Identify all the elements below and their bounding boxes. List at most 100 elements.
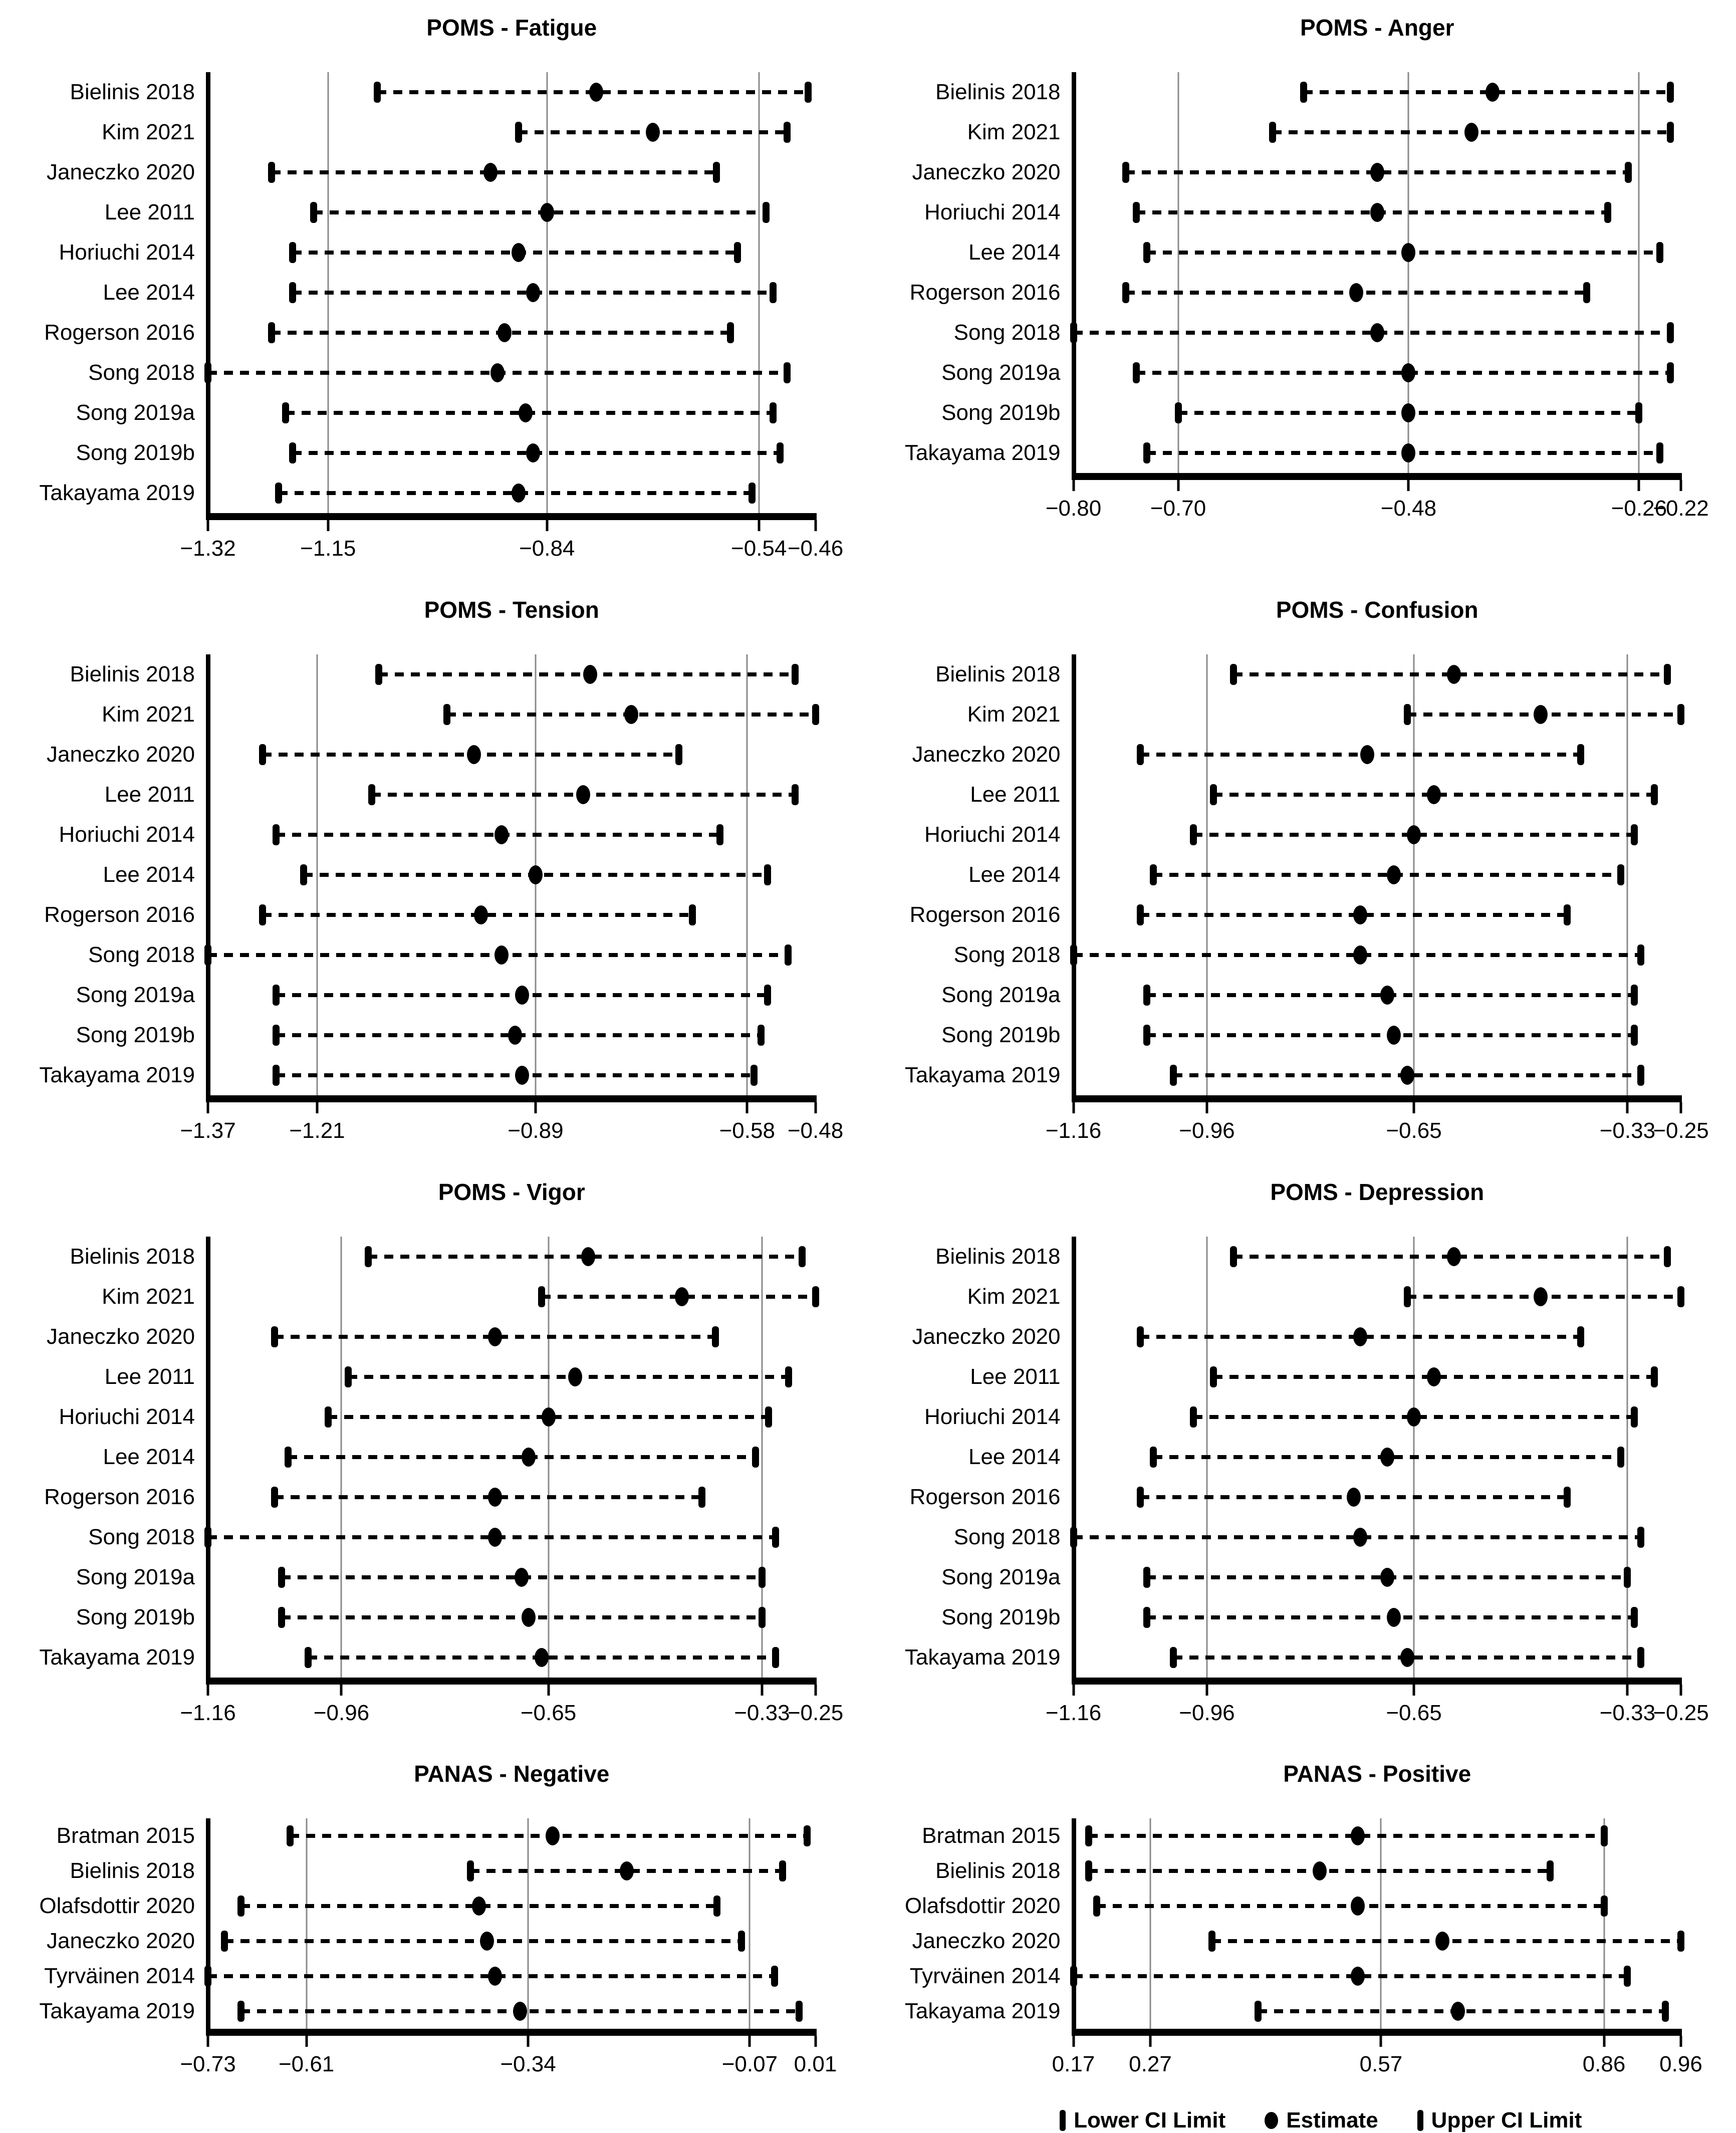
upper-ci-cap <box>785 944 792 966</box>
estimate-dot <box>1353 1528 1367 1547</box>
lower-ci-cap <box>1070 1966 1077 1987</box>
estimate-dot <box>1387 1608 1401 1627</box>
upper-ci-cap <box>1631 1025 1638 1046</box>
estimate-dot <box>1370 203 1384 222</box>
estimate-dot <box>480 1932 494 1951</box>
x-axis-tick <box>316 1102 318 1113</box>
x-tick-label: −0.33 <box>1600 1118 1655 1143</box>
lower-ci-cap <box>273 985 280 1006</box>
estimate-dot <box>568 1367 582 1386</box>
lower-ci-cap <box>1070 322 1077 343</box>
upper-ci-cap <box>1667 122 1674 143</box>
x-axis-tick <box>1177 480 1179 491</box>
upper-ci-cap <box>805 82 812 103</box>
estimate-dot <box>1380 986 1394 1005</box>
forest-panel: POMS - Depression−1.16−0.96−0.65−0.33−0.… <box>886 1167 1716 1750</box>
study-label: Bielinis 2018 <box>70 80 195 105</box>
legend-item-upper-ci-tick: Upper CI Limit <box>1417 2108 1582 2133</box>
study-label: Bielinis 2018 <box>935 80 1061 105</box>
x-axis-tick <box>749 2036 751 2047</box>
upper-ci-cap <box>1677 704 1684 725</box>
upper-ci-cap <box>1601 1895 1608 1917</box>
estimate-dot <box>515 986 529 1005</box>
estimate-dot <box>1353 1327 1367 1346</box>
estimate-dot <box>646 123 660 142</box>
study-label: Kim 2021 <box>967 702 1061 727</box>
x-tick-label: −0.96 <box>1179 1118 1234 1143</box>
lower-ci-cap <box>515 122 522 143</box>
study-label: Song 2019a <box>76 1565 195 1590</box>
y-axis-line <box>1072 72 1076 480</box>
upper-ci-cap <box>1635 402 1642 423</box>
upper-ci-cap <box>777 442 784 463</box>
estimate-dot <box>522 1608 536 1627</box>
x-axis-line <box>1072 1678 1682 1685</box>
study-label: Horiuchi 2014 <box>924 200 1061 225</box>
x-axis-tick <box>1626 1685 1629 1696</box>
estimate-dot <box>1451 2002 1465 2021</box>
gridline <box>528 1818 529 2029</box>
x-tick-label: −1.37 <box>180 1118 235 1143</box>
upper-ci-cap <box>1677 1931 1684 1952</box>
x-tick-label: −0.61 <box>279 2052 334 2077</box>
x-axis-tick <box>1680 1685 1682 1696</box>
study-label: Song 2019b <box>76 1605 195 1630</box>
upper-ci-cap <box>1617 864 1624 885</box>
estimate-dot <box>515 1066 529 1085</box>
study-label: Janeczko 2020 <box>47 742 195 767</box>
x-tick-label: 0.57 <box>1360 2052 1403 2077</box>
panel-title: POMS - Depression <box>1074 1178 1681 1206</box>
upper-ci-cap <box>796 2001 803 2022</box>
x-tick-label: −1.16 <box>1046 1118 1101 1143</box>
study-label: Song 2019b <box>941 1023 1060 1048</box>
upper-ci-cap <box>770 282 777 303</box>
estimate-dot <box>1401 443 1415 462</box>
upper-ci-cap <box>1667 322 1674 343</box>
study-label: Bielinis 2018 <box>70 662 195 687</box>
estimate-dot <box>488 1327 502 1346</box>
y-axis-line <box>206 1237 210 1685</box>
x-axis-line <box>1072 473 1682 480</box>
lower-ci-cap <box>1190 824 1197 845</box>
study-label: Rogerson 2016 <box>44 320 195 345</box>
legend-item-lower-ci-tick: Lower CI Limit <box>1060 2108 1225 2133</box>
study-label: Tyrväinen 2014 <box>44 1964 195 1989</box>
study-label: Takayama 2019 <box>905 1645 1061 1670</box>
study-label: Takayama 2019 <box>39 1999 195 2024</box>
upper-ci-cap <box>1662 2001 1669 2022</box>
study-label: Janeczko 2020 <box>47 1324 195 1349</box>
x-tick-label: −1.32 <box>180 536 235 561</box>
x-axis-line <box>206 1678 817 1685</box>
gridline <box>749 1818 751 2029</box>
lower-ci-cap <box>1085 1825 1092 1846</box>
study-label: Rogerson 2016 <box>44 902 195 927</box>
study-label: Bielinis 2018 <box>935 1244 1061 1269</box>
estimate-dot <box>1485 83 1500 102</box>
upper-ci-cap <box>771 1966 778 1987</box>
upper-ci-cap <box>1637 1527 1644 1548</box>
gridline <box>1603 1818 1605 2029</box>
upper-ci-cap <box>763 202 770 223</box>
lower-ci-cap <box>538 1286 545 1307</box>
upper-ci-cap <box>712 1326 719 1347</box>
lower-ci-cap <box>1137 1326 1144 1347</box>
upper-ci-cap <box>1577 744 1584 765</box>
estimate-dot-icon <box>1265 2112 1278 2129</box>
estimate-dot <box>1349 283 1363 302</box>
lower-ci-cap <box>325 1406 332 1428</box>
estimate-dot <box>581 1247 595 1266</box>
legend-item-estimate-dot: Estimate <box>1265 2108 1378 2133</box>
study-label: Song 2019a <box>941 983 1060 1008</box>
x-axis-tick <box>327 520 329 531</box>
lower-ci-cap <box>237 2001 244 2022</box>
gridline <box>1627 654 1628 1095</box>
upper-ci-cap <box>812 1286 819 1307</box>
estimate-dot <box>583 665 597 684</box>
upper-ci-cap <box>759 1567 766 1588</box>
lower-ci-cap <box>345 1366 352 1387</box>
x-axis-tick <box>1072 1102 1075 1113</box>
gridline <box>1380 1818 1382 2029</box>
